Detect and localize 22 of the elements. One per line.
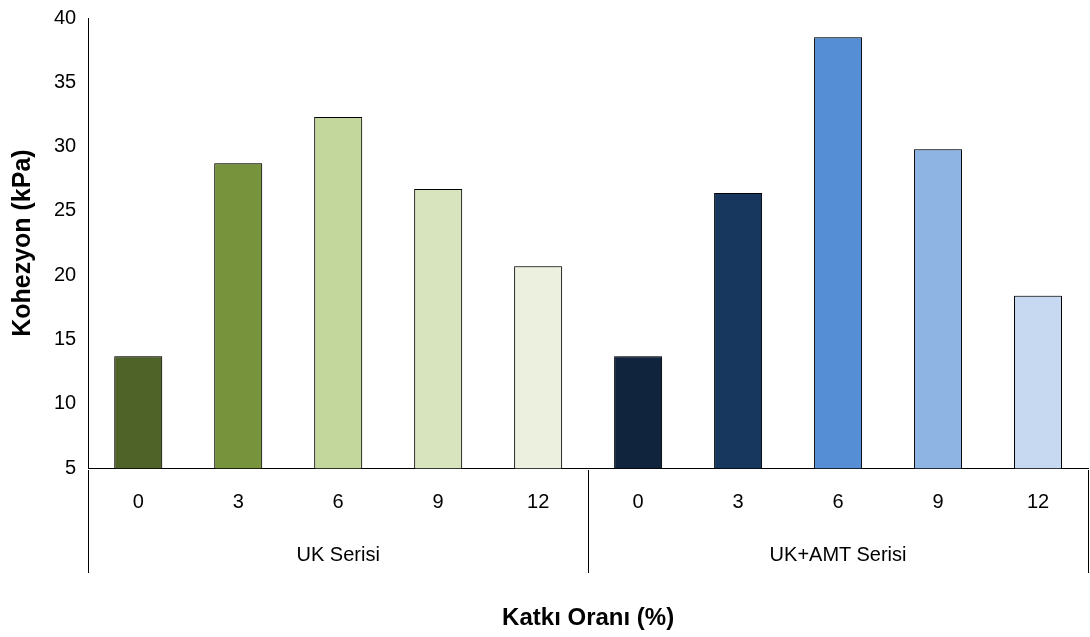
text: UK Serisi <box>296 542 380 565</box>
y-tick-label: 40 <box>54 5 77 28</box>
x-tick-label: 12 <box>527 489 550 512</box>
y-tick-label: 5 <box>65 455 77 478</box>
x-axis-title: Katkı Oranı (%) <box>502 603 675 631</box>
x-tick-label: 6 <box>832 489 844 512</box>
y-tick-label: 15 <box>54 327 77 350</box>
y-tick-label: 10 <box>54 391 77 414</box>
x-tick-label: 9 <box>932 489 944 512</box>
y-tick-label: 20 <box>54 262 77 285</box>
y-tick-label: 30 <box>54 134 77 157</box>
x-tick-label: 12 <box>1026 489 1050 512</box>
x-tick-label: 0 <box>132 489 144 512</box>
x-tick-label: 9 <box>432 489 444 512</box>
x-tick-label: 3 <box>732 489 744 512</box>
x-tick-label: 6 <box>332 489 344 512</box>
y-axis-title: Kohezyon (kPa) <box>6 149 35 337</box>
x-tick-label: 3 <box>232 489 244 512</box>
text: UK+AMT Serisi <box>769 542 907 565</box>
y-tick-label: 25 <box>54 198 77 221</box>
x-tick-label: 0 <box>632 489 644 512</box>
y-tick-label: 35 <box>54 69 77 92</box>
